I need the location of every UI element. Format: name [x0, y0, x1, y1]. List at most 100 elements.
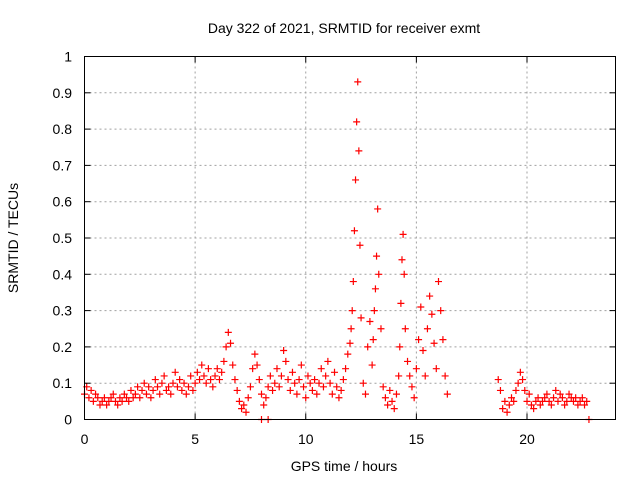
data-point-139 [373, 252, 381, 260]
data-point-142 [377, 325, 385, 333]
data-point-211 [572, 394, 580, 402]
data-point-40 [169, 379, 177, 387]
data-point-151 [396, 343, 404, 351]
y-tick-label-4: 0.4 [53, 266, 73, 282]
data-point-160 [410, 394, 418, 402]
data-point-162 [415, 336, 423, 344]
data-point-69 [233, 386, 241, 394]
data-point-109 [322, 372, 330, 380]
data-point-88 [275, 383, 283, 391]
data-point-108 [319, 383, 327, 391]
data-point-193 [532, 397, 540, 405]
data-point-182 [508, 394, 516, 402]
data-point-157 [404, 357, 412, 365]
y-tick-label-0: 0 [64, 412, 72, 428]
y-tick-label-1: 0.1 [53, 375, 73, 391]
data-point-165 [421, 372, 429, 380]
data-point-111 [326, 379, 334, 387]
data-points [81, 78, 593, 423]
data-point-6 [94, 394, 102, 402]
data-point-63 [220, 357, 228, 365]
data-point-49 [189, 386, 197, 394]
data-point-93 [286, 386, 294, 394]
data-point-94 [288, 368, 296, 376]
data-point-68 [231, 376, 239, 384]
data-point-4 [89, 397, 97, 405]
data-point-126 [353, 118, 361, 126]
data-point-62 [218, 368, 226, 376]
data-point-51 [193, 368, 201, 376]
data-point-85 [269, 386, 277, 394]
data-point-23 [131, 390, 139, 398]
data-point-28 [142, 390, 150, 398]
data-point-65 [224, 328, 232, 336]
data-point-79 [255, 376, 263, 384]
data-point-166 [423, 325, 431, 333]
data-point-136 [369, 336, 377, 344]
x-tick-label-4: 20 [519, 431, 535, 447]
y-tick-label-3: 0.3 [53, 303, 73, 319]
data-point-133 [364, 343, 372, 351]
data-point-39 [167, 390, 175, 398]
data-point-15 [114, 401, 122, 409]
data-point-12 [107, 394, 115, 402]
data-point-105 [313, 390, 321, 398]
data-point-152 [397, 299, 405, 307]
data-point-191 [527, 401, 535, 409]
data-point-167 [426, 292, 434, 300]
data-point-134 [366, 317, 374, 325]
data-point-181 [505, 401, 513, 409]
data-point-199 [545, 397, 553, 405]
data-point-210 [569, 397, 577, 405]
data-point-41 [171, 368, 179, 376]
data-point-124 [350, 227, 358, 235]
data-point-110 [324, 357, 332, 365]
x-tick-label-3: 15 [409, 431, 425, 447]
y-tick-label-9: 0.9 [53, 85, 73, 101]
data-point-173 [439, 336, 447, 344]
data-point-42 [173, 383, 181, 391]
data-point-30 [147, 394, 155, 402]
data-point-125 [352, 176, 360, 184]
data-point-11 [105, 397, 113, 405]
y-tick-label-7: 0.7 [53, 157, 73, 173]
data-point-190 [525, 390, 533, 398]
data-point-176 [494, 376, 502, 384]
data-point-128 [355, 147, 363, 155]
chart-title: Day 322 of 2021, SRMTID for receiver exm… [208, 20, 480, 36]
data-point-18 [120, 390, 128, 398]
data-point-114 [333, 383, 341, 391]
data-point-36 [160, 372, 168, 380]
data-point-121 [347, 325, 355, 333]
data-point-148 [390, 405, 398, 413]
data-point-96 [293, 390, 301, 398]
data-point-99 [300, 383, 308, 391]
data-point-183 [510, 397, 518, 405]
data-point-163 [417, 303, 425, 311]
data-point-122 [348, 307, 356, 315]
data-point-82 [262, 394, 270, 402]
data-point-159 [408, 383, 416, 391]
data-point-129 [356, 241, 364, 249]
data-point-127 [354, 78, 362, 86]
data-point-192 [530, 405, 538, 413]
data-point-179 [501, 397, 509, 405]
data-point-180 [503, 408, 511, 416]
data-point-60 [213, 365, 221, 373]
data-point-43 [176, 376, 184, 384]
data-point-21 [127, 386, 135, 394]
data-point-205 [558, 394, 566, 402]
data-point-188 [521, 386, 529, 394]
data-point-186 [516, 368, 524, 376]
data-point-37 [162, 386, 170, 394]
data-point-97 [295, 376, 303, 384]
data-point-80 [258, 390, 265, 398]
data-point-212 [574, 401, 582, 409]
data-point-91 [282, 357, 290, 365]
data-point-175 [443, 390, 451, 398]
x-tick-label-2: 10 [298, 431, 314, 447]
data-point-155 [400, 270, 408, 278]
data-point-170 [432, 365, 440, 373]
data-point-118 [342, 365, 350, 373]
